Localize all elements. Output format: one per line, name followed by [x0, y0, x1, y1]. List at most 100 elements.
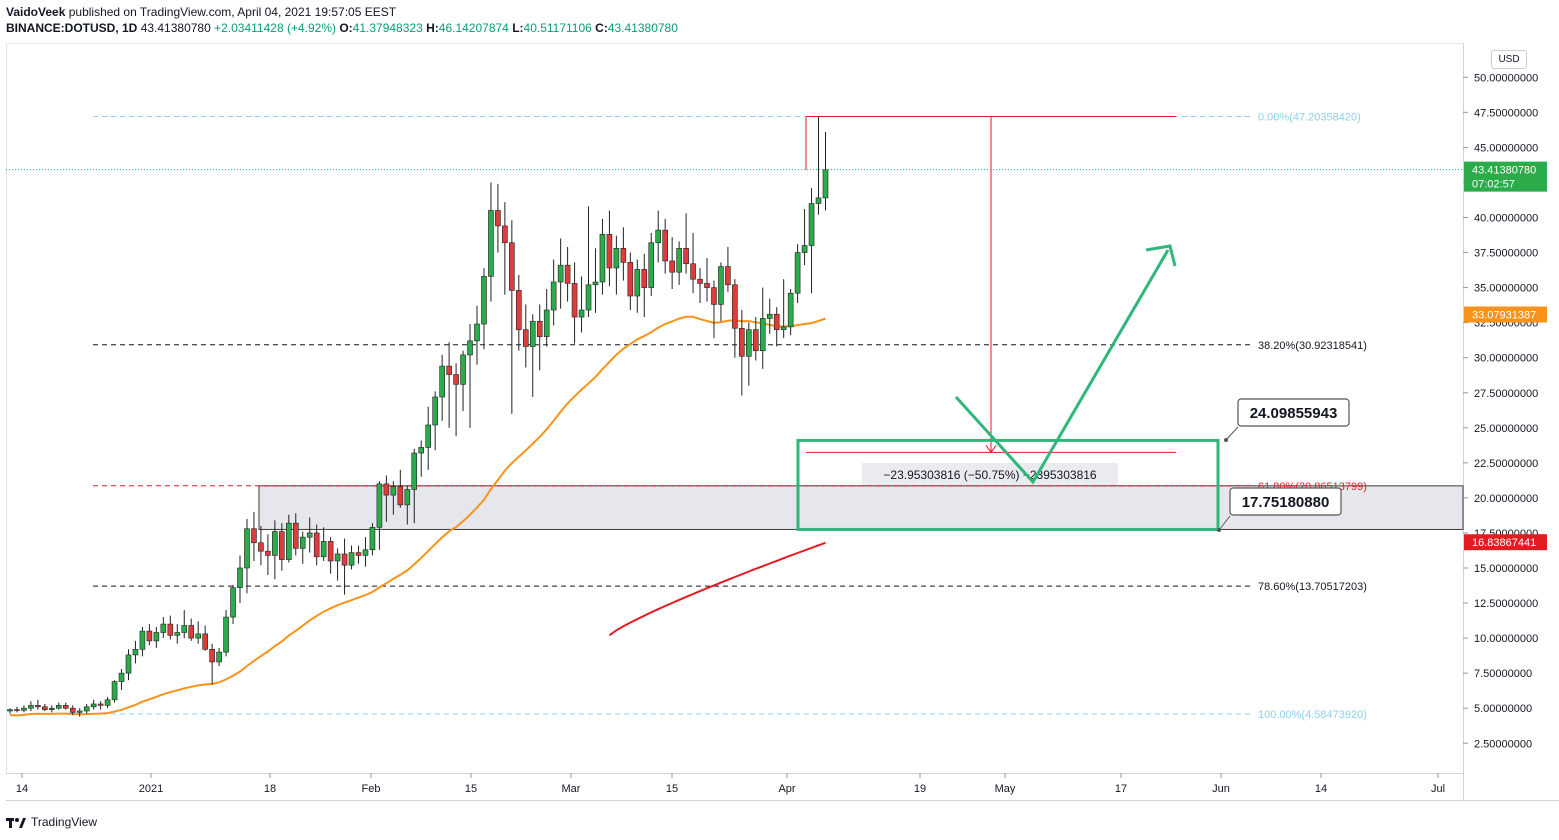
candle-71 [502, 225, 508, 244]
projection-arrowhead [1145, 244, 1177, 267]
candle-43 [306, 532, 313, 538]
high-value: 46.14207874 [438, 21, 509, 35]
candle-60 [425, 424, 432, 448]
author-name[interactable]: VaidoVeek [6, 5, 66, 19]
ma200-tag-bg [1464, 534, 1547, 551]
x-tick-3: Feb [362, 783, 381, 795]
price-change: +2.03411428 (+4.92%) [214, 21, 336, 35]
candle-51 [362, 549, 369, 556]
candle-97 [683, 248, 689, 265]
ma200-tag-text: 16.83867441 [1472, 537, 1536, 549]
candle-44 [313, 532, 320, 558]
candle-1 [14, 709, 20, 711]
candle-62 [439, 365, 445, 398]
x-tick-5: Mar [562, 783, 581, 795]
candle-35 [251, 528, 257, 544]
footer-brand[interactable]: TradingView [31, 815, 98, 829]
candle-101 [711, 287, 717, 305]
symbol-legend: BINANCE:DOTUSD, 1D 43.41380780 +2.034114… [6, 21, 678, 35]
candle-22 [160, 623, 167, 633]
candle-78 [550, 281, 557, 311]
candle-17 [125, 654, 132, 674]
callout-bottom-text: 17.75180880 [1242, 494, 1330, 511]
candle-39 [279, 531, 285, 560]
candle-3 [28, 705, 34, 709]
candle-14 [104, 699, 111, 706]
low-label: L: [512, 21, 524, 35]
candle-58 [411, 452, 418, 490]
callout-bottom-pointer [1218, 515, 1231, 531]
candle-65 [460, 354, 466, 385]
symbol-name[interactable]: BINANCE:DOTUSD, 1D [6, 21, 138, 35]
low-value: 40.51171106 [523, 21, 592, 35]
candle-74 [522, 329, 529, 347]
candle-117 [822, 169, 829, 199]
candle-85 [599, 234, 606, 283]
candle-107 [752, 329, 759, 351]
y-tick-5: 15.00000000 [1474, 563, 1538, 575]
candle-111 [780, 326, 787, 330]
candle-96 [676, 248, 682, 273]
y-tick-15: 40.00000000 [1474, 213, 1538, 225]
candle-66 [467, 340, 473, 356]
candle-5 [42, 706, 48, 710]
y-tick-9: 25.00000000 [1474, 423, 1538, 435]
candle-89 [627, 262, 634, 297]
measure-label: −23.95303816 (−50.75%) −2395303816 [883, 468, 1097, 482]
tradingview-logo-icon[interactable] [6, 815, 26, 829]
candle-50 [355, 552, 362, 556]
candle-37 [265, 550, 271, 556]
candle-75 [529, 320, 536, 347]
last-price-tag-text: 43.41380780 [1472, 165, 1536, 177]
candle-59 [418, 447, 425, 454]
open-label: O: [339, 21, 353, 35]
candle-13 [97, 703, 104, 706]
currency-button[interactable]: USD [1491, 50, 1527, 69]
candle-32 [230, 587, 236, 618]
callout-bottom-dot [1217, 528, 1221, 532]
ma200-line [608, 541, 826, 637]
candle-104 [732, 284, 738, 329]
y-tick-14: 37.50000000 [1474, 248, 1538, 260]
candle-109 [766, 313, 773, 319]
ma50-tag-text: 33.07931387 [1472, 310, 1536, 322]
candle-87 [613, 248, 620, 269]
candle-116 [815, 197, 822, 204]
y-tick-2: 7.50000000 [1474, 668, 1532, 680]
x-tick-9: May [995, 783, 1016, 795]
candle-77 [543, 309, 550, 337]
candle-15 [111, 681, 118, 701]
candle-112 [787, 292, 794, 328]
candle-29 [209, 649, 215, 663]
candle-28 [202, 633, 208, 650]
y-tick-18: 47.50000000 [1474, 107, 1538, 119]
candle-55 [390, 486, 397, 496]
x-tick-8: 19 [914, 783, 926, 795]
y-tick-10: 27.50000000 [1474, 388, 1538, 400]
candle-103 [725, 266, 731, 286]
candle-54 [383, 483, 390, 496]
candle-21 [153, 632, 160, 642]
x-tick-12: 14 [1315, 783, 1327, 795]
y-tick-11: 30.00000000 [1474, 353, 1538, 365]
candle-52 [369, 527, 376, 551]
candle-27 [195, 633, 201, 639]
fib-label-3: 78.60%(13.70517203) [1258, 581, 1367, 593]
candle-41 [292, 522, 299, 549]
candle-70 [495, 210, 501, 227]
publish-info: published on TradingView.com, April 04, … [68, 5, 397, 19]
candle-99 [697, 278, 703, 284]
candle-30 [216, 651, 222, 663]
last-price-tag-bg [1464, 161, 1547, 192]
candle-10 [76, 710, 83, 713]
last-price-tag-sub: 07:02:57 [1472, 179, 1515, 191]
candle-34 [244, 528, 250, 569]
x-tick-11: Jun [1212, 783, 1230, 795]
candle-38 [272, 531, 278, 556]
candle-88 [620, 248, 627, 263]
fib-label-4: 100.00%(4.58473920) [1258, 709, 1367, 721]
candle-4 [35, 705, 41, 708]
y-tick-19: 50.00000000 [1474, 72, 1538, 84]
candle-24 [174, 632, 181, 636]
